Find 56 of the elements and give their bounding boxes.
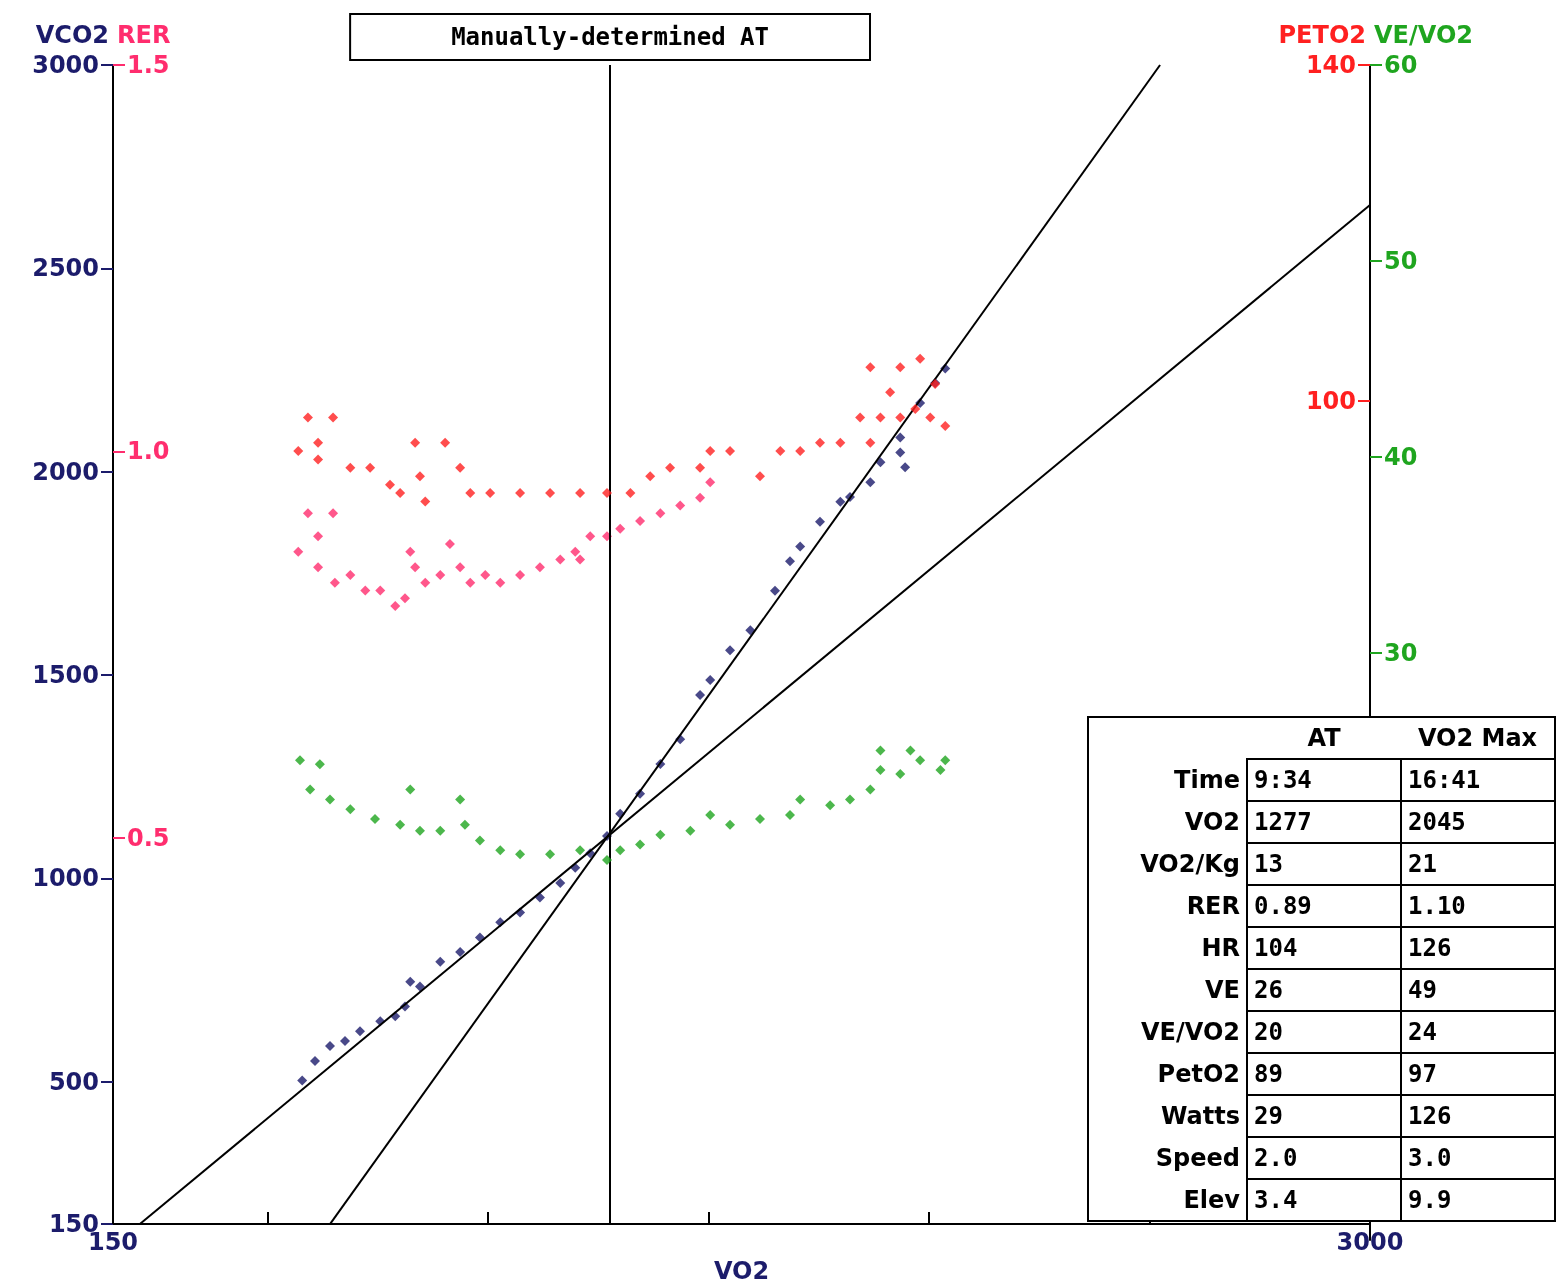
annotation: 26 <box>1247 969 1401 1011</box>
y-tick-label: 1500 <box>32 661 99 690</box>
annotation: VO2/Kg <box>1139 849 1241 880</box>
y2-tick-label: 30 <box>1384 638 1418 667</box>
annotation: VE <box>1204 975 1241 1006</box>
y2-tick-label: 40 <box>1384 442 1418 471</box>
annotation: Time <box>1173 765 1241 796</box>
text: 9.9 <box>1401 1179 1555 1221</box>
x-axis-title: VO2 <box>713 1257 770 1285</box>
annotation: 0.89 <box>1247 885 1401 927</box>
annotation: 3.4 <box>1247 1179 1401 1221</box>
annotation: VE/VO2 <box>1140 1017 1241 1048</box>
text: 126 <box>1401 927 1555 969</box>
annotation: Watts <box>1159 1101 1241 1132</box>
annotation: Elev <box>1182 1184 1241 1216</box>
annotation: 13 <box>1247 843 1401 885</box>
y-tick-label: 1000 <box>32 864 99 893</box>
annotation: 104 <box>1247 927 1401 969</box>
y-tick-label: 140 <box>1305 51 1356 79</box>
y-tick-label: 500 <box>48 1067 99 1096</box>
annotation: 9:34 <box>1247 759 1401 801</box>
ref-line-label: Manually-determined AT <box>451 23 770 51</box>
y-tick-label: 3000 <box>32 51 99 79</box>
annotation: AT <box>1306 723 1342 754</box>
text: 16:41 <box>1401 759 1555 801</box>
y-axis-title: PETO2 <box>1278 21 1366 49</box>
y2-tick-label: 1.0 <box>127 437 170 466</box>
annotation: VO2 <box>1183 807 1241 838</box>
text: 49 <box>1401 969 1555 1011</box>
y2-tick-label: 1.5 <box>127 51 170 79</box>
annotation: 89 <box>1247 1053 1401 1095</box>
y2-tick-label: 0.5 <box>127 823 170 852</box>
y-tick-label: 2000 <box>32 457 99 486</box>
annotation: 1277 <box>1247 801 1401 843</box>
y2-axis-title: RER <box>117 21 171 49</box>
y2-axis-title: VE/VO2 <box>1374 21 1473 49</box>
annotation: Speed <box>1154 1143 1241 1174</box>
y-tick-label: 2500 <box>32 254 99 283</box>
text: 21 <box>1401 843 1555 885</box>
annotation: 20 <box>1247 1011 1401 1053</box>
text: 126 <box>1401 1095 1555 1137</box>
text: 3.0 <box>1401 1137 1555 1179</box>
text: 24 <box>1401 1011 1555 1053</box>
annotation: 29 <box>1247 1095 1401 1137</box>
text: 97 <box>1401 1053 1555 1095</box>
y-tick-label: 100 <box>1305 386 1356 415</box>
annotation: RER <box>1185 891 1241 922</box>
text: 1.10 <box>1401 885 1555 927</box>
text: 2045 <box>1401 801 1555 843</box>
y2-tick-label: 50 <box>1384 246 1418 275</box>
annotation: 2.0 <box>1247 1137 1401 1179</box>
text: VO2 Max <box>1416 723 1539 754</box>
annotation: HR <box>1200 933 1241 964</box>
y-axis-title: VCO2 <box>35 21 109 49</box>
annotation: PetO2 <box>1156 1059 1241 1090</box>
y2-tick-label: 60 <box>1384 51 1418 79</box>
